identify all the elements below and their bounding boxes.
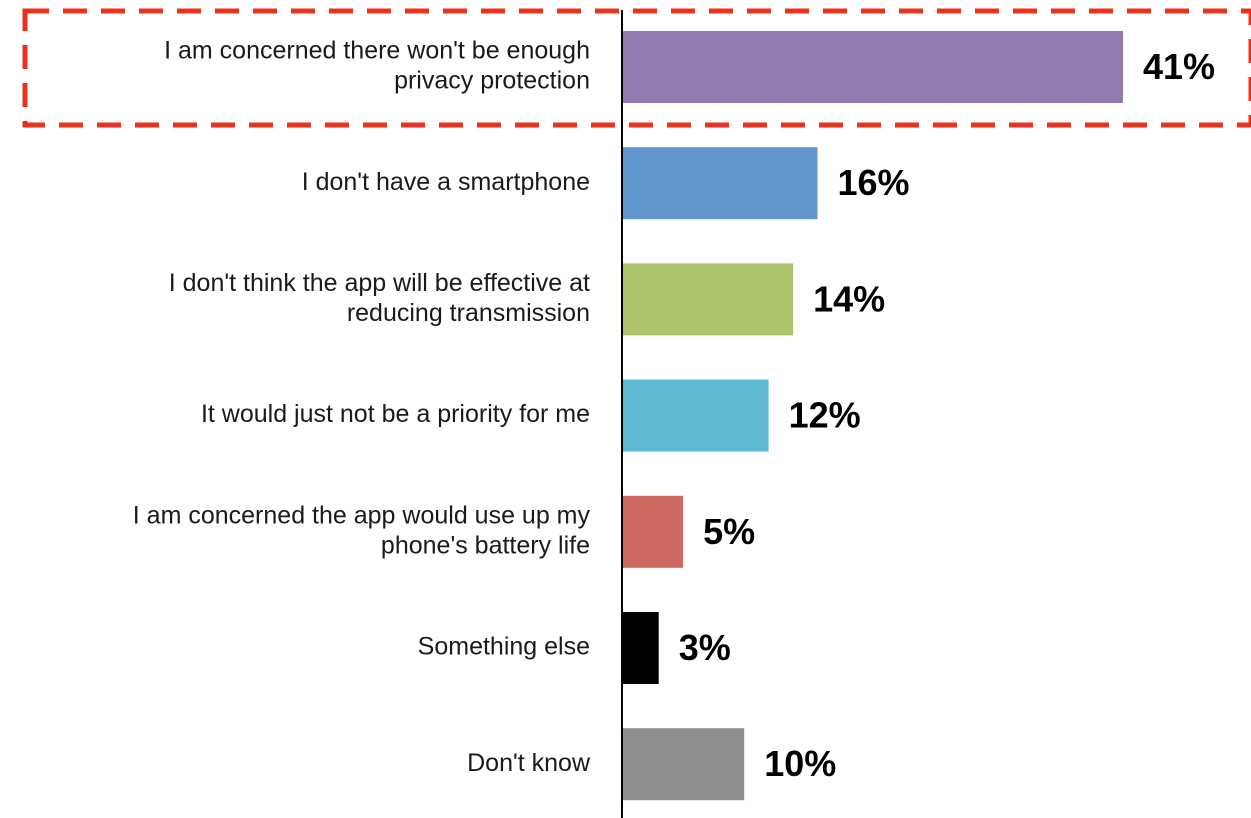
- bars-layer: [622, 31, 1123, 801]
- bar-2: [622, 147, 818, 220]
- value-label-6: 3%: [679, 627, 731, 668]
- category-label-5-line-2: phone's battery life: [381, 531, 590, 559]
- category-label-2: I don't have a smartphone: [302, 168, 590, 196]
- value-label-1: 41%: [1143, 46, 1215, 87]
- value-label-2: 16%: [838, 162, 910, 203]
- value-label-7: 10%: [764, 743, 836, 784]
- highlight-box: [22, 8, 1251, 128]
- category-label-6: Something else: [418, 633, 590, 661]
- value-label-4: 12%: [789, 395, 861, 436]
- bar-6: [622, 612, 659, 684]
- category-label-7: Don't know: [467, 749, 591, 777]
- value-labels: 41% 16% 14% 12% 5% 3% 10%: [679, 46, 1215, 784]
- category-label-1-line-1: I am concerned there won't be enough: [164, 37, 590, 65]
- value-label-5: 5%: [703, 511, 755, 552]
- bar-1: [622, 31, 1123, 103]
- category-label-1-line-2: privacy protection: [394, 67, 590, 95]
- bar-4: [622, 379, 769, 452]
- category-label-4: It would just not be a priority for me: [201, 400, 590, 428]
- category-labels: I am concerned there won't be enoughpriv…: [133, 37, 591, 777]
- bar-7: [622, 728, 745, 801]
- bar-5: [622, 495, 684, 568]
- bar-3: [622, 263, 794, 336]
- category-label-3-line-2: reducing transmission: [347, 299, 590, 327]
- value-label-3: 14%: [813, 278, 885, 319]
- category-label-5-line-1: I am concerned the app would use up my: [133, 501, 591, 529]
- category-label-3-line-1: I don't think the app will be effective …: [169, 269, 590, 297]
